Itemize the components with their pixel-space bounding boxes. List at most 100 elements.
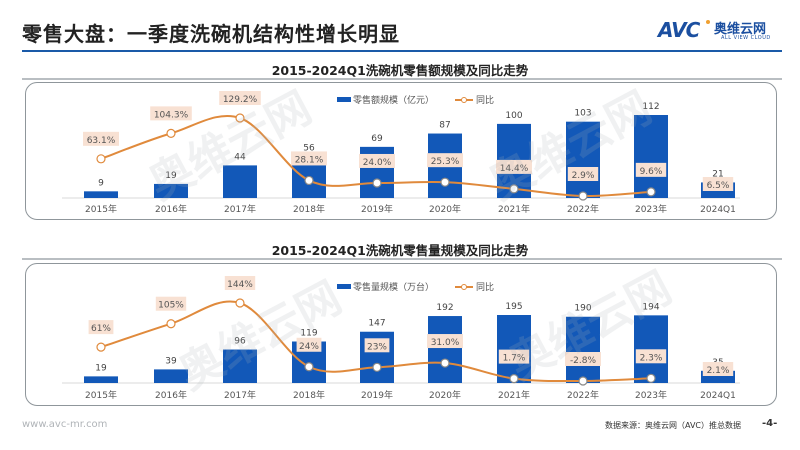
yoy-label-bg — [427, 153, 463, 168]
yoy-label-bg — [83, 131, 119, 146]
yoy-label: 28.1% — [295, 155, 324, 165]
yoy-marker — [235, 113, 245, 123]
legend-bar-swatch — [337, 284, 351, 289]
footer-source: 数据来源：奥维云网（AVC）推总数据 — [605, 421, 742, 430]
chart-2-divider — [22, 258, 782, 260]
yoy-label: 63.1% — [87, 136, 116, 146]
yoy-marker — [578, 191, 588, 201]
bar-value-label: 9 — [98, 178, 104, 188]
x-tick-label: 2019年 — [361, 389, 393, 401]
bar — [428, 316, 462, 383]
page-number: -4- — [762, 418, 778, 429]
bar — [566, 316, 600, 383]
chart-1-title: 2015-2024Q1洗碗机零售额规模及同比走势 — [271, 63, 529, 78]
legend-bar-swatch — [337, 97, 351, 102]
bar-value-label: 87 — [439, 121, 450, 131]
chart-1-divider — [22, 78, 782, 80]
yoy-label: 129.2% — [223, 95, 258, 105]
bar — [634, 315, 668, 383]
yoy-label: 9.6% — [640, 167, 663, 177]
bar — [84, 376, 118, 383]
legend-line-marker — [461, 97, 467, 103]
x-tick-label: 2023年 — [635, 389, 667, 401]
yoy-label: 31.0% — [431, 338, 460, 348]
yoy-marker — [304, 362, 314, 372]
yoy-label-bg — [155, 296, 187, 311]
x-tick-label: 2016年 — [155, 389, 187, 401]
yoy-label: 2.1% — [707, 366, 730, 376]
yoy-marker — [646, 373, 656, 383]
avc-logo: AVC 奥维云网 ALL VIEW CLOUD — [658, 18, 788, 44]
bar — [223, 165, 257, 198]
bar-value-label: 56 — [303, 144, 315, 154]
legend-line-marker — [461, 284, 467, 290]
yoy-marker — [578, 376, 588, 386]
x-tick-label: 2016年 — [155, 203, 187, 215]
bar-value-label: 194 — [642, 302, 659, 312]
bar-value-label: 103 — [574, 109, 591, 119]
logo-name-en: ALL VIEW CLOUD — [721, 35, 771, 41]
yoy-marker — [96, 154, 106, 164]
yoy-label: 6.5% — [707, 181, 730, 191]
logo-dot-icon — [706, 20, 710, 24]
x-tick-label: 2024Q1 — [700, 391, 736, 401]
yoy-marker — [509, 374, 519, 384]
yoy-label: 14.4% — [500, 164, 529, 174]
bar-value-label: 96 — [234, 337, 246, 347]
bar — [84, 191, 118, 198]
yoy-marker — [372, 178, 382, 188]
x-tick-label: 2021年 — [498, 203, 530, 215]
yoy-marker — [166, 319, 176, 329]
yoy-label-bg — [702, 177, 734, 191]
yoy-label-bg — [364, 338, 390, 353]
bar-value-label: 21 — [712, 169, 723, 179]
bar-value-label: 192 — [436, 303, 453, 313]
x-tick-label: 2024Q1 — [700, 205, 736, 215]
yoy-label: 2.9% — [572, 171, 595, 181]
yoy-label: 23% — [367, 342, 387, 352]
yoy-label: 61% — [91, 324, 111, 334]
x-tick-label: 2018年 — [293, 203, 325, 215]
yoy-marker — [440, 177, 450, 187]
x-tick-label: 2015年 — [85, 389, 117, 401]
footer-url: www.avc-mr.com — [22, 419, 108, 430]
yoy-marker — [440, 358, 450, 368]
yoy-label-bg — [150, 106, 192, 121]
yoy-label-bg — [498, 349, 530, 364]
x-tick-label: 2022年 — [567, 389, 599, 401]
yoy-marker — [96, 342, 106, 352]
yoy-label-bg — [296, 337, 322, 352]
yoy-label: 104.3% — [154, 110, 189, 120]
yoy-label-bg — [565, 352, 601, 366]
legend-line-label: 同比 — [476, 94, 494, 106]
yoy-marker — [235, 298, 245, 308]
bar-value-label: 39 — [165, 356, 177, 366]
yoy-label: 24.0% — [363, 158, 392, 168]
x-tick-label: 2017年 — [224, 389, 256, 401]
title-divider — [22, 50, 782, 52]
bar-value-label: 100 — [505, 111, 522, 121]
bar-value-label: 147 — [368, 319, 385, 329]
bar-value-label: 112 — [642, 102, 659, 112]
yoy-label-bg — [219, 91, 261, 105]
yoy-label-bg — [567, 167, 599, 181]
bar-value-label: 190 — [574, 304, 591, 314]
logo-brand: AVC — [658, 18, 700, 42]
bar-value-label: 69 — [371, 134, 383, 144]
x-tick-label: 2023年 — [635, 203, 667, 215]
bar — [154, 369, 188, 383]
legend-bar-label: 零售额规模（亿元） — [353, 94, 434, 106]
yoy-label-bg — [427, 334, 463, 349]
yoy-label: 2.3% — [640, 353, 663, 363]
legend-bar-label: 零售量规模（万台） — [353, 281, 434, 293]
x-tick-label: 2022年 — [567, 203, 599, 215]
bar-value-label: 119 — [300, 329, 317, 339]
x-tick-label: 2017年 — [224, 203, 256, 215]
yoy-marker — [646, 187, 656, 197]
bar — [497, 315, 531, 383]
bar-value-label: 19 — [95, 363, 107, 373]
bar-value-label: 44 — [234, 152, 246, 162]
yoy-label: -2.8% — [570, 356, 597, 366]
